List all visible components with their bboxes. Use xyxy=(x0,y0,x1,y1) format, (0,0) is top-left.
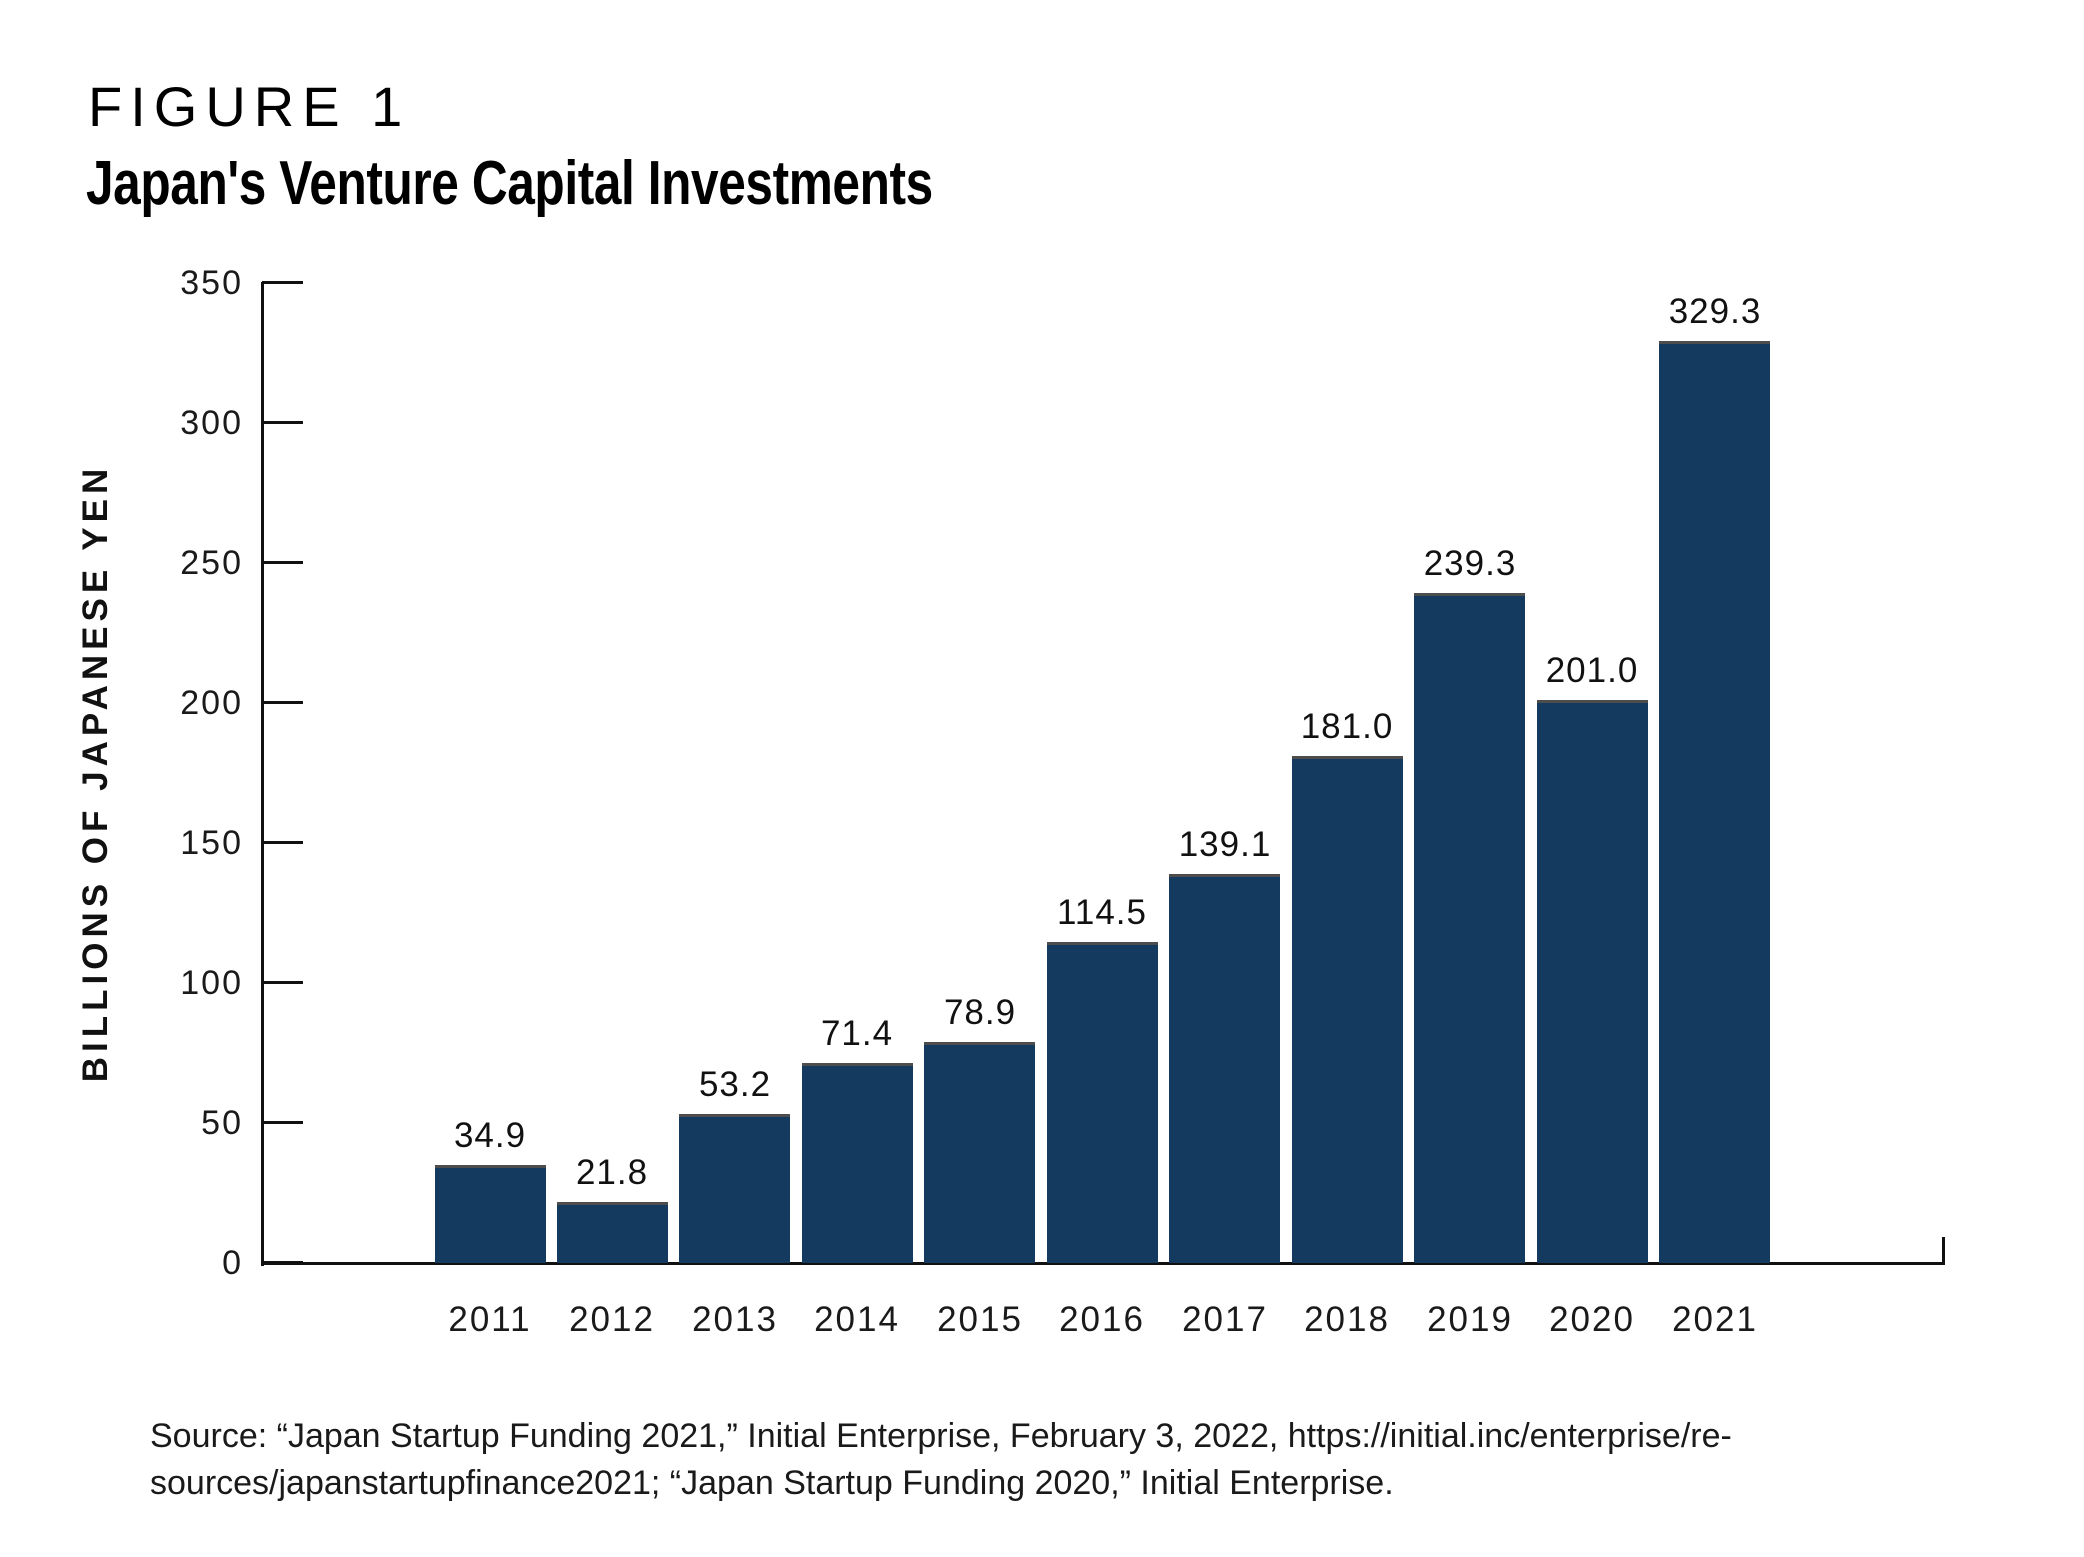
source-note-line1: Source: “Japan Startup Funding 2021,” In… xyxy=(150,1417,1732,1455)
bar-value-label-2016: 114.5 xyxy=(1057,893,1147,932)
x-category-label-2016: 2016 xyxy=(1059,1300,1145,1339)
y-tick-line xyxy=(262,841,303,844)
bar-2011 xyxy=(435,1165,546,1263)
bar-2015 xyxy=(924,1042,1035,1263)
y-tick-line xyxy=(262,281,303,284)
x-axis-end-tick xyxy=(1942,1237,1945,1265)
x-category-label-2014: 2014 xyxy=(814,1300,900,1339)
bar-2012 xyxy=(557,1202,668,1263)
bar-value-label-2019: 239.3 xyxy=(1423,544,1517,583)
x-category-label-2018: 2018 xyxy=(1304,1300,1390,1339)
bar-value-label-2018: 181.0 xyxy=(1300,707,1394,746)
y-tick-line xyxy=(262,561,303,564)
y-tick-label: 50 xyxy=(201,1104,243,1142)
x-axis-line xyxy=(261,1262,1945,1265)
bar-2014 xyxy=(802,1063,913,1263)
source-note: Source: “Japan Startup Funding 2021,” In… xyxy=(150,1413,1732,1507)
bar-2019 xyxy=(1414,593,1525,1263)
bar-value-label-2013: 53.2 xyxy=(698,1065,772,1104)
x-category-label-2020: 2020 xyxy=(1549,1300,1635,1339)
y-axis-line xyxy=(261,282,264,1266)
x-category-label-2012: 2012 xyxy=(569,1300,655,1339)
bar-value-label-2014: 71.4 xyxy=(820,1014,894,1053)
y-tick-label: 200 xyxy=(180,684,243,722)
bar-value-label-2017: 139.1 xyxy=(1178,825,1272,864)
bar-2016 xyxy=(1047,942,1158,1263)
x-category-label-2011: 2011 xyxy=(448,1300,532,1339)
x-category-label-2021: 2021 xyxy=(1672,1300,1758,1339)
y-tick-label: 150 xyxy=(180,824,243,862)
x-category-label-2019: 2019 xyxy=(1427,1300,1513,1339)
bar-value-label-2012: 21.8 xyxy=(575,1153,649,1192)
y-tick-line xyxy=(262,701,303,704)
y-tick-line xyxy=(262,421,303,424)
bar-2021 xyxy=(1659,341,1770,1263)
y-tick-label: 250 xyxy=(180,544,243,582)
y-tick-label: 100 xyxy=(180,964,243,1002)
x-category-label-2013: 2013 xyxy=(692,1300,778,1339)
source-note-line2: sources/japanstartupfinance2021; “Japan … xyxy=(150,1464,1394,1502)
figure-title: Japan's Venture Capital Investments xyxy=(86,149,933,218)
bar-2018 xyxy=(1292,756,1403,1263)
figure-number-label: FIGURE 1 xyxy=(88,75,411,138)
bar-value-label-2015: 78.9 xyxy=(943,993,1017,1032)
y-tick-label: 0 xyxy=(222,1244,243,1282)
bar-value-label-2011: 34.9 xyxy=(453,1116,527,1155)
bar-value-label-2021: 329.3 xyxy=(1668,292,1762,331)
x-category-label-2017: 2017 xyxy=(1182,1300,1268,1339)
y-tick-label: 300 xyxy=(180,404,243,442)
bar-value-label-2020: 201.0 xyxy=(1545,651,1639,690)
y-tick-line xyxy=(262,1121,303,1124)
bar-2017 xyxy=(1169,874,1280,1263)
bar-2013 xyxy=(679,1114,790,1263)
y-tick-line xyxy=(262,981,303,984)
x-category-label-2015: 2015 xyxy=(937,1300,1023,1339)
bar-2020 xyxy=(1537,700,1648,1263)
y-tick-label: 350 xyxy=(180,264,243,302)
